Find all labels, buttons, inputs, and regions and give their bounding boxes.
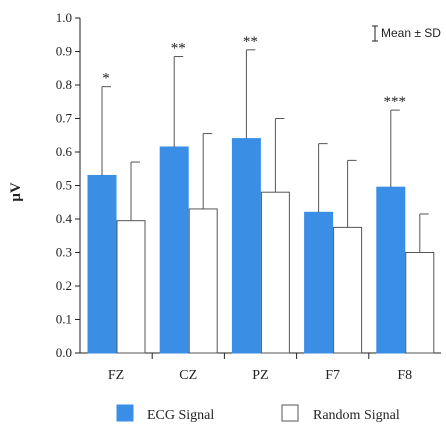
- legend-swatch-ecg: [116, 404, 134, 422]
- y-tick-labels: 0.0 0.1 0.2 0.3 0.4 0.5 0.6 0.7 0.8 0.9 1.0: [56, 10, 73, 360]
- significance-mark: *: [102, 71, 110, 87]
- y-axis-label: μV: [8, 182, 24, 202]
- bar: [188, 208, 218, 354]
- bar: [87, 174, 117, 354]
- significance-mark: **: [243, 34, 258, 50]
- error-legend-label: Mean ± SD: [381, 26, 441, 40]
- bar: [159, 146, 189, 354]
- bars: [87, 138, 435, 354]
- y-tick-label: 0.3: [56, 245, 72, 260]
- x-tick-labels: FZ CZ PZ F7 F8: [108, 368, 412, 383]
- bar: [333, 226, 363, 354]
- y-tick-label: 0.4: [56, 211, 73, 226]
- x-tick-label: CZ: [179, 368, 197, 383]
- y-tick-label: 0.9: [56, 44, 72, 59]
- significance-mark: ***: [384, 94, 407, 110]
- bar: [260, 191, 290, 354]
- legend-label-ecg: ECG Signal: [147, 408, 214, 423]
- y-tick-label: 0.5: [56, 178, 72, 193]
- significance-marks: *** *****: [102, 34, 406, 110]
- y-tick-label: 1.0: [56, 10, 72, 25]
- x-tick-label: FZ: [108, 368, 124, 383]
- legend-label-random: Random Signal: [313, 408, 400, 423]
- error-bars: [101, 49, 429, 253]
- legend-swatch-random: [281, 404, 299, 422]
- bar: [405, 252, 435, 354]
- significance-mark: **: [171, 41, 186, 57]
- x-tick-label: PZ: [252, 368, 268, 383]
- bar: [304, 211, 334, 354]
- y-tick-label: 0.8: [56, 77, 72, 92]
- x-tick-label: F8: [397, 368, 412, 383]
- x-tick-label: F7: [325, 368, 340, 383]
- y-tick-label: 0.0: [56, 345, 72, 360]
- error-legend: Mean ± SD: [372, 25, 441, 42]
- bar: [231, 138, 261, 354]
- y-tick-label: 0.1: [56, 312, 72, 327]
- y-tick-label: 0.2: [56, 278, 72, 293]
- legend: ECG Signal Random Signal: [116, 404, 400, 423]
- y-tick-label: 0.6: [56, 144, 73, 159]
- bar: [116, 220, 146, 354]
- bar: [376, 186, 406, 354]
- y-tick-label: 0.7: [56, 111, 73, 126]
